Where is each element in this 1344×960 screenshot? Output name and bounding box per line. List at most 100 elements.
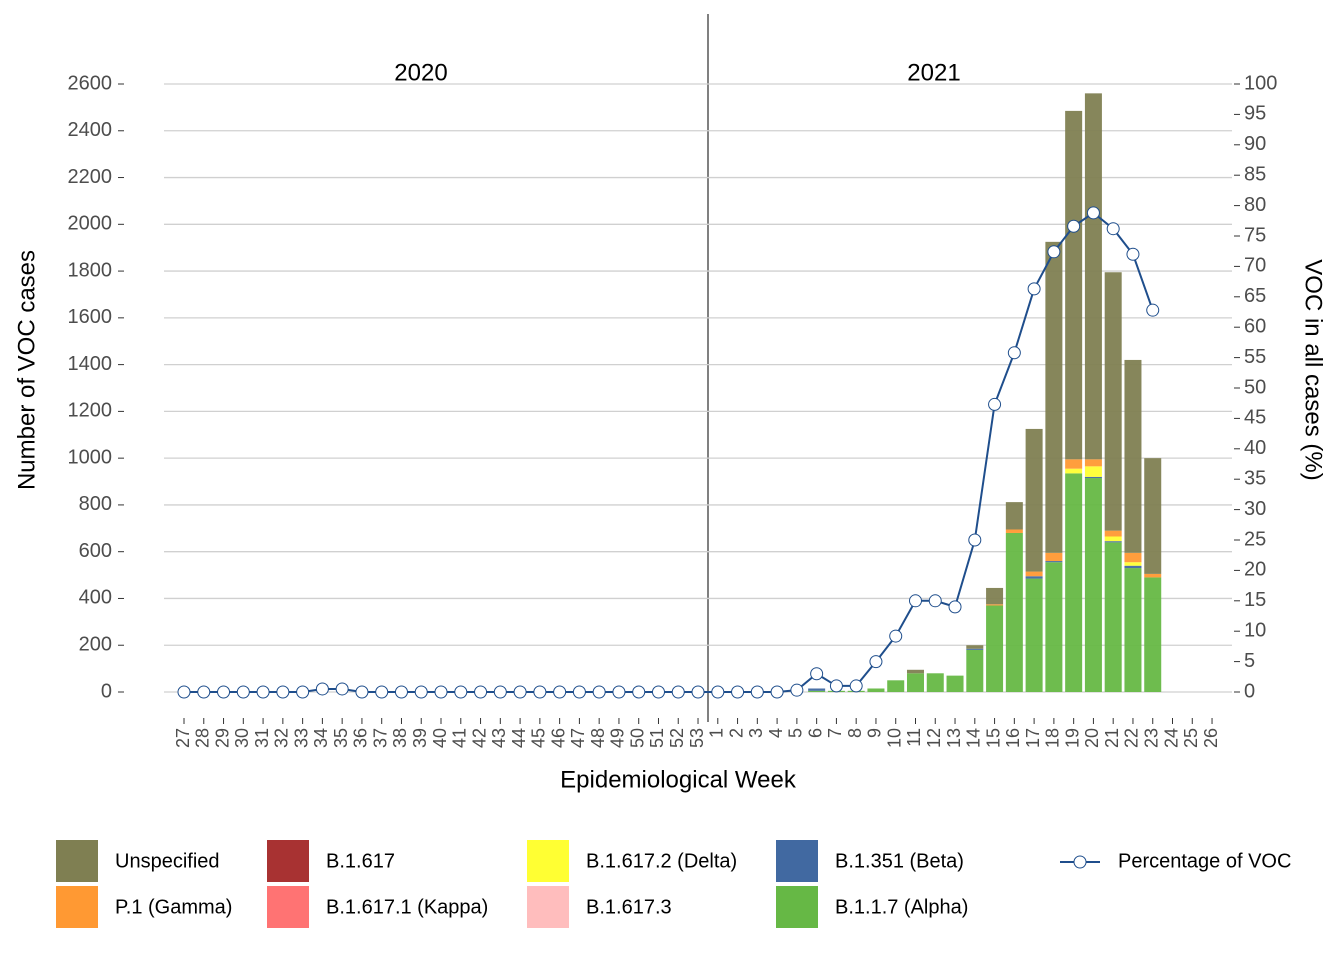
bar-segment [1065, 473, 1083, 692]
y2-tick-label: 80 [1244, 194, 1266, 216]
bar-segment [1104, 530, 1122, 537]
x-tick-label: 27 [173, 728, 193, 748]
x-tick-label: 15 [983, 728, 1003, 748]
line-marker [394, 685, 408, 699]
y2-tick-label: 10 [1244, 619, 1266, 641]
bar-segment [867, 688, 885, 692]
legend-swatch [267, 886, 309, 928]
y-axis-title: Number of VOC cases [13, 250, 40, 490]
line-marker [612, 685, 626, 699]
bar-segment [1144, 577, 1162, 692]
bar-segment [906, 673, 924, 692]
line-marker [849, 679, 863, 693]
bar-segment [1084, 478, 1102, 692]
x-tick-label: 48 [588, 728, 608, 748]
x-tick-label: 30 [232, 728, 252, 748]
x-tick-label: 34 [311, 728, 331, 748]
line-marker [889, 629, 903, 643]
x-tick-label: 43 [489, 728, 509, 748]
x-tick-label: 8 [845, 728, 865, 738]
legend-swatch [527, 840, 569, 882]
x-tick-label: 44 [509, 728, 529, 748]
legend-marker [1073, 855, 1087, 869]
y2-axis-title: VOC in all cases (%) [1300, 259, 1327, 480]
line-marker [948, 600, 962, 614]
x-tick-label: 3 [746, 728, 766, 738]
x-tick-label: 42 [469, 728, 489, 748]
bar-segment [808, 688, 826, 691]
line-marker [236, 685, 250, 699]
y2-tick-label: 20 [1244, 559, 1266, 581]
line-marker [908, 594, 922, 608]
line-marker [750, 685, 764, 699]
bar-segment [1124, 565, 1142, 569]
bar-segment [966, 649, 984, 692]
line-marker [592, 685, 606, 699]
x-tick-label: 29 [212, 728, 232, 748]
bar-segment [1005, 532, 1023, 692]
y2-tick-label: 5 [1244, 650, 1255, 672]
bar-segment [1104, 541, 1122, 543]
x-tick-label: 39 [410, 728, 430, 748]
line-marker [1007, 346, 1021, 360]
bar-segment [1025, 576, 1043, 579]
line-marker [454, 685, 468, 699]
line-marker [810, 667, 824, 681]
x-tick-label: 19 [1062, 728, 1082, 748]
line-marker [1086, 206, 1100, 220]
line-marker [731, 685, 745, 699]
x-tick-label: 7 [825, 728, 845, 738]
year-label: 2020 [394, 59, 447, 86]
line-marker [928, 594, 942, 608]
line-marker [988, 397, 1002, 411]
bar-segment [887, 680, 905, 692]
y2-tick-label: 15 [1244, 589, 1266, 611]
bar-segment [1104, 536, 1122, 542]
y-tick-label: 2000 [68, 213, 113, 235]
x-tick-label: 45 [529, 728, 549, 748]
x-tick-label: 17 [1023, 728, 1043, 748]
legend-label: B.1.351 (Beta) [835, 850, 964, 872]
line-marker [651, 685, 665, 699]
x-tick-label: 32 [272, 728, 292, 748]
x-tick-label: 49 [608, 728, 628, 748]
bar-segment [1025, 578, 1043, 692]
line-marker [1126, 247, 1140, 261]
bar-segment [1104, 542, 1122, 692]
y-tick-label: 2400 [68, 119, 113, 141]
bar-segment [1104, 272, 1122, 531]
bar-segment [1084, 466, 1102, 477]
line-marker [355, 685, 369, 699]
legend-label: B.1.617 [326, 850, 395, 872]
legend-swatch [56, 886, 98, 928]
x-tick-label: 20 [1082, 728, 1102, 748]
x-tick-label: 26 [1201, 728, 1221, 748]
x-tick-label: 9 [865, 728, 885, 738]
line-marker [671, 685, 685, 699]
bar-segment [906, 669, 924, 674]
line-marker [968, 533, 982, 547]
bar-segment [1144, 573, 1162, 578]
y2-tick-label: 100 [1244, 72, 1277, 94]
bar-segment [1084, 476, 1102, 479]
legend-swatch [267, 840, 309, 882]
line-marker [869, 655, 883, 669]
line-marker [276, 685, 290, 699]
x-tick-label: 47 [568, 728, 588, 748]
legend-label: B.1.617.2 (Delta) [586, 850, 737, 872]
line-marker [790, 683, 804, 697]
line-marker [1067, 219, 1081, 233]
y-tick-label: 1800 [68, 259, 113, 281]
x-tick-label: 13 [944, 728, 964, 748]
line-marker [1027, 282, 1041, 296]
legend-label: B.1.617.1 (Kappa) [326, 896, 488, 918]
y2-tick-label: 30 [1244, 498, 1266, 520]
x-tick-label: 40 [430, 728, 450, 748]
bar-segment [966, 645, 984, 649]
y-tick-label: 400 [79, 587, 112, 609]
x-tick-label: 2 [726, 728, 746, 738]
bar-segment [966, 648, 984, 650]
x-tick-label: 6 [805, 728, 825, 738]
legend-label: B.1.617.3 [586, 896, 672, 918]
